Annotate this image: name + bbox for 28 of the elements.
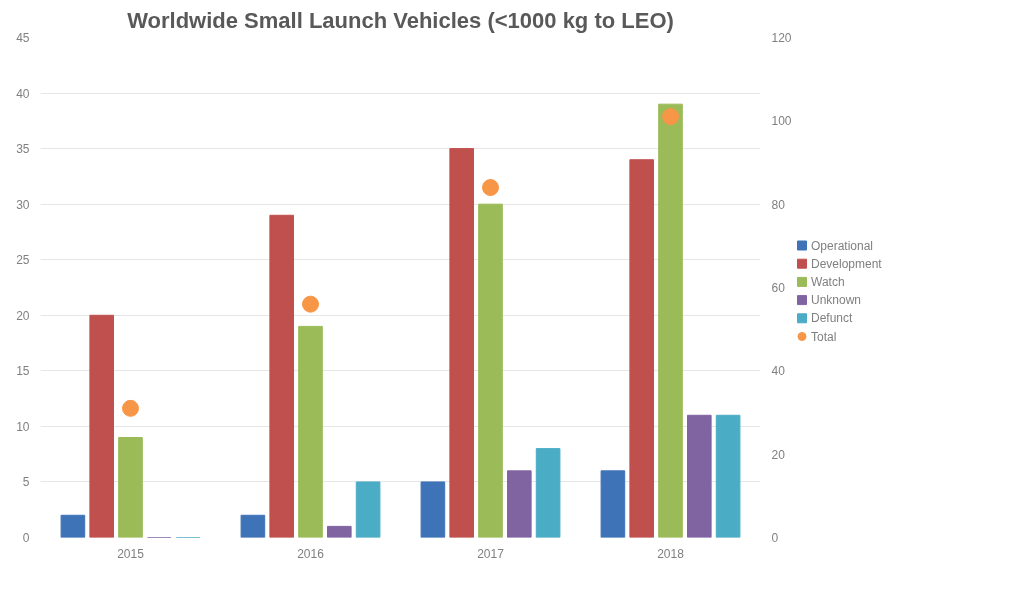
x-tick-label: 2017 <box>477 546 505 561</box>
chart-title: Worldwide Small Launch Vehicles (<1000 kg to LEO) <box>127 7 674 33</box>
legend-label: Unknown <box>811 293 862 308</box>
y-tick-label: 40 <box>16 86 30 101</box>
legend-label: Development <box>811 256 883 271</box>
y2-tick-label: 120 <box>771 31 792 45</box>
legend-label: Defunct <box>811 311 854 326</box>
legend-label: Total <box>811 329 837 344</box>
x-tick-label: 2016 <box>297 546 325 561</box>
y2-tick-label: 80 <box>771 197 786 212</box>
y-tick-label: 30 <box>16 197 30 212</box>
y-tick-label: 35 <box>16 142 30 157</box>
x-tick-label: 2015 <box>117 546 145 561</box>
y-tick-label: 25 <box>16 253 30 268</box>
y-tick-label: 5 <box>22 475 30 490</box>
y2-tick-label: 0 <box>771 531 779 545</box>
legend-label: Watch <box>811 274 845 289</box>
legend-label: Operational <box>811 238 874 253</box>
y2-tick-label: 60 <box>771 281 786 295</box>
y-tick-label: 0 <box>22 531 30 545</box>
y2-tick-label: 20 <box>771 447 786 462</box>
y-tick-label: 10 <box>16 419 30 434</box>
y-tick-label: 15 <box>16 364 30 379</box>
y-tick-label: 45 <box>16 31 30 45</box>
y2-tick-label: 40 <box>771 364 786 379</box>
y2-tick-label: 100 <box>771 114 792 129</box>
x-tick-label: 2018 <box>657 546 685 561</box>
y-tick-label: 20 <box>16 308 30 323</box>
